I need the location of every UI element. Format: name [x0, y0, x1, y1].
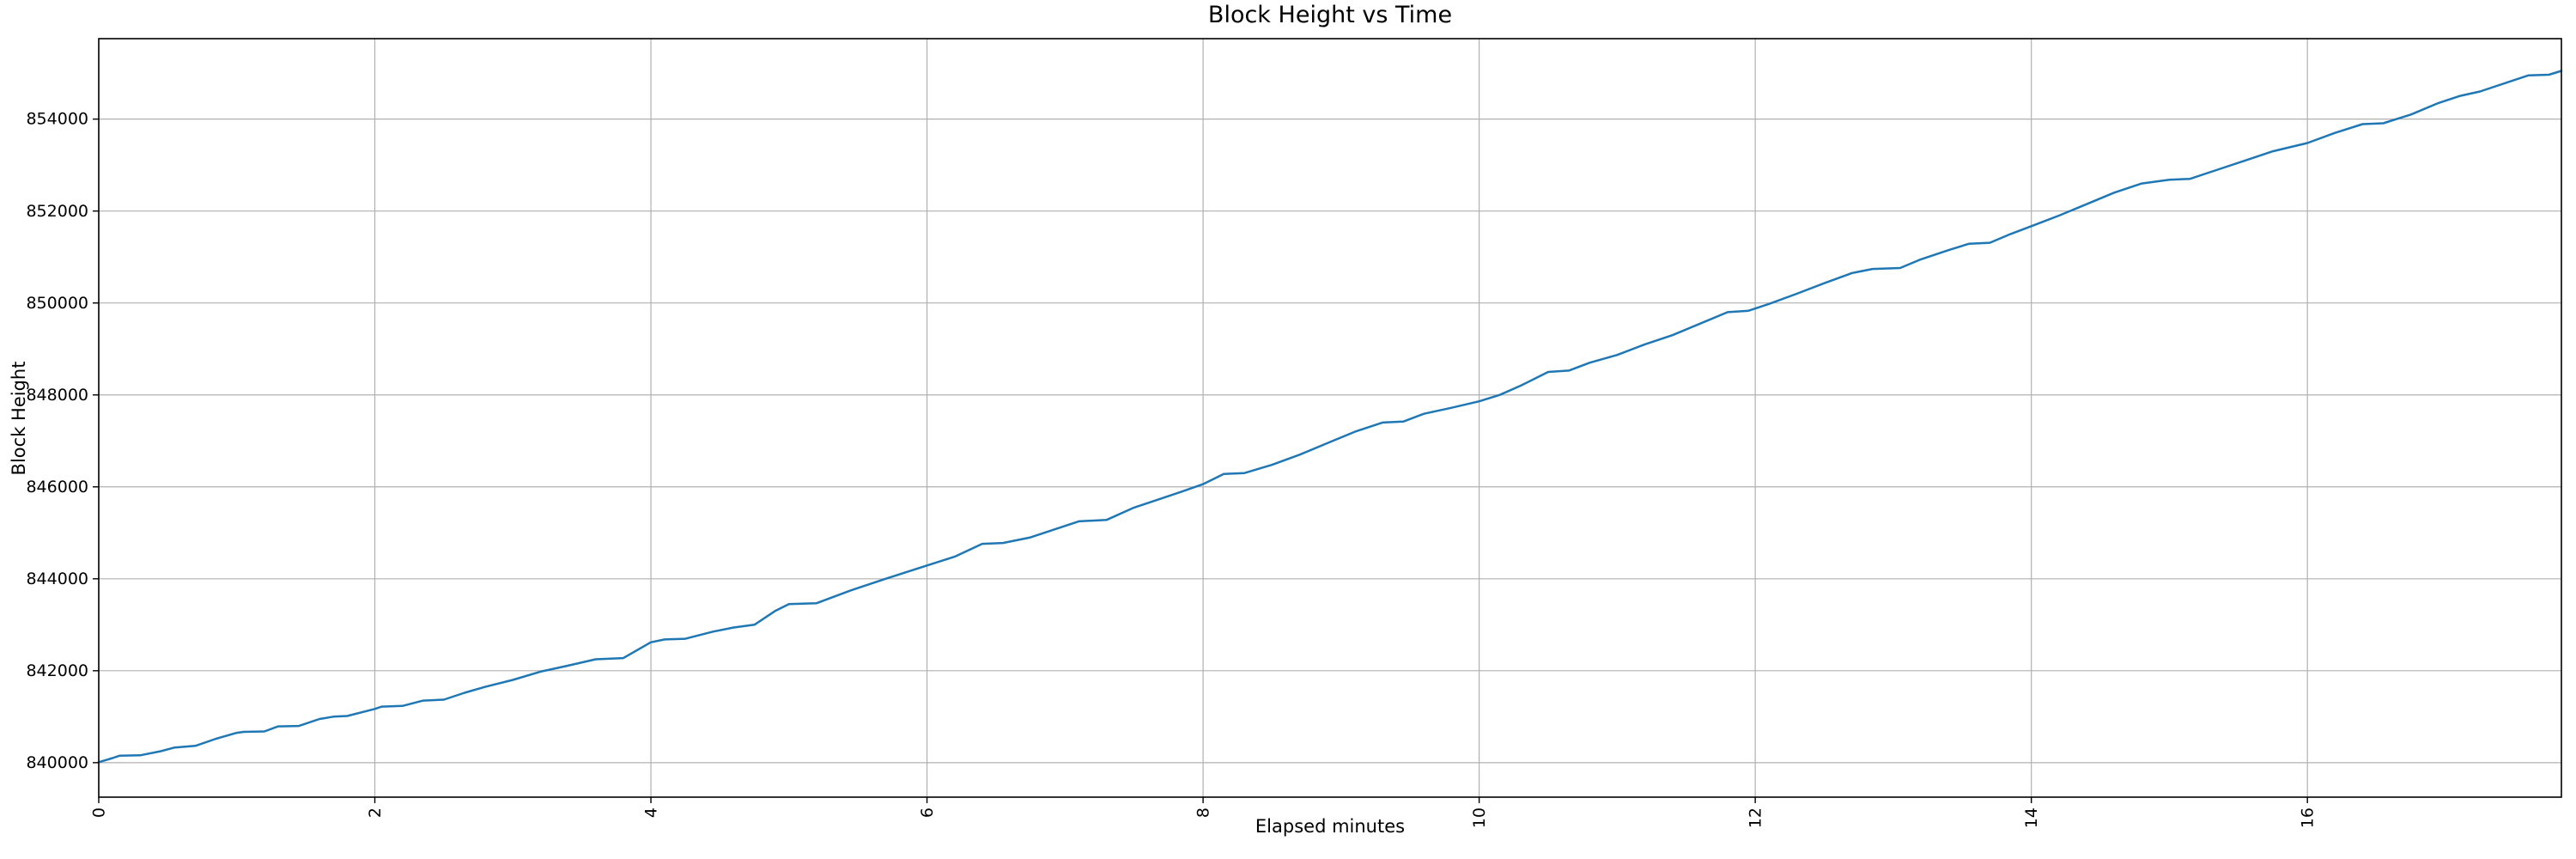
x-tick-label: 14 — [2022, 807, 2041, 828]
y-tick-label: 854000 — [26, 110, 88, 129]
tick-labels: 0 2 4 6 8 10 12 14 16 840000 842000 844000 846000 848… — [26, 110, 2317, 828]
x-tick-label: 8 — [1194, 807, 1212, 818]
x-tick-label: 2 — [366, 807, 385, 818]
x-tick-label: 6 — [918, 807, 937, 818]
y-axis-label: Block Height — [9, 361, 29, 476]
x-tick-label: 4 — [641, 807, 660, 818]
y-tick-label: 840000 — [26, 753, 88, 772]
x-axis-label: Elapsed minutes — [1255, 816, 1406, 837]
y-tick-label: 842000 — [26, 661, 88, 680]
y-tick-label: 844000 — [26, 570, 88, 588]
x-tick-label: 12 — [1746, 807, 1765, 828]
x-tick-label: 0 — [89, 807, 108, 818]
plot-border — [98, 38, 2562, 798]
grid-lines — [98, 39, 2561, 797]
x-tick-label: 16 — [2298, 807, 2317, 828]
y-tick-label: 852000 — [26, 202, 88, 221]
chart-title: Block Height vs Time — [1207, 2, 1453, 28]
series-line-block-height — [97, 70, 2563, 764]
y-tick-label: 846000 — [26, 478, 88, 497]
y-tick-label: 848000 — [26, 386, 88, 405]
x-tick-label: 10 — [1470, 807, 1489, 828]
tick-marks — [93, 118, 2308, 803]
y-tick-label: 850000 — [26, 294, 88, 313]
